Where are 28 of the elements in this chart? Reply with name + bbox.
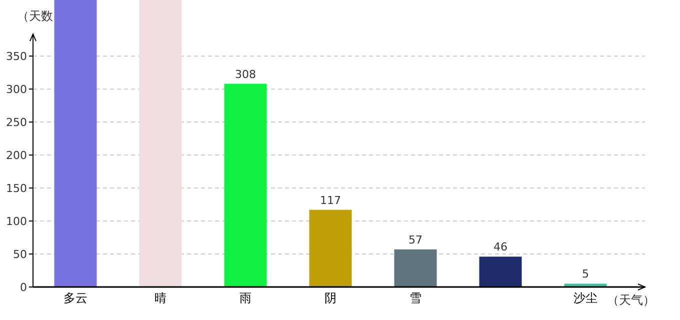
y-tick-label: 100 [6,214,27,228]
x-tick-label: 沙尘 [574,291,598,305]
x-tick-label: 晴 [154,291,166,305]
x-tick-label: 阴 [324,291,336,305]
bar [309,210,352,287]
x-tick-label: 多云 [64,291,88,305]
bar [139,0,182,287]
data-label: 308 [235,68,256,81]
x-tick-label: 雨 [240,291,252,305]
x-tick-label: 雪 [410,291,422,305]
bar [564,284,607,287]
y-tick-label: 250 [6,116,27,129]
y-tick-label: 350 [6,50,27,63]
y-tick-label: 50 [13,248,27,261]
bar [479,256,522,287]
y-axis-title: （天数 [17,9,53,23]
y-tick-label: 200 [6,148,27,162]
data-label: 57 [408,233,422,246]
bar [54,0,97,287]
y-tick-label: 0 [20,280,27,294]
y-tick-label: 300 [6,82,27,96]
y-tick-label: 150 [6,182,27,195]
data-label: 46 [494,240,508,254]
bar [394,249,437,287]
data-label: 117 [320,194,341,207]
bar [224,84,267,287]
x-axis-title: （天气） [607,293,655,307]
data-label: 5 [582,268,589,281]
